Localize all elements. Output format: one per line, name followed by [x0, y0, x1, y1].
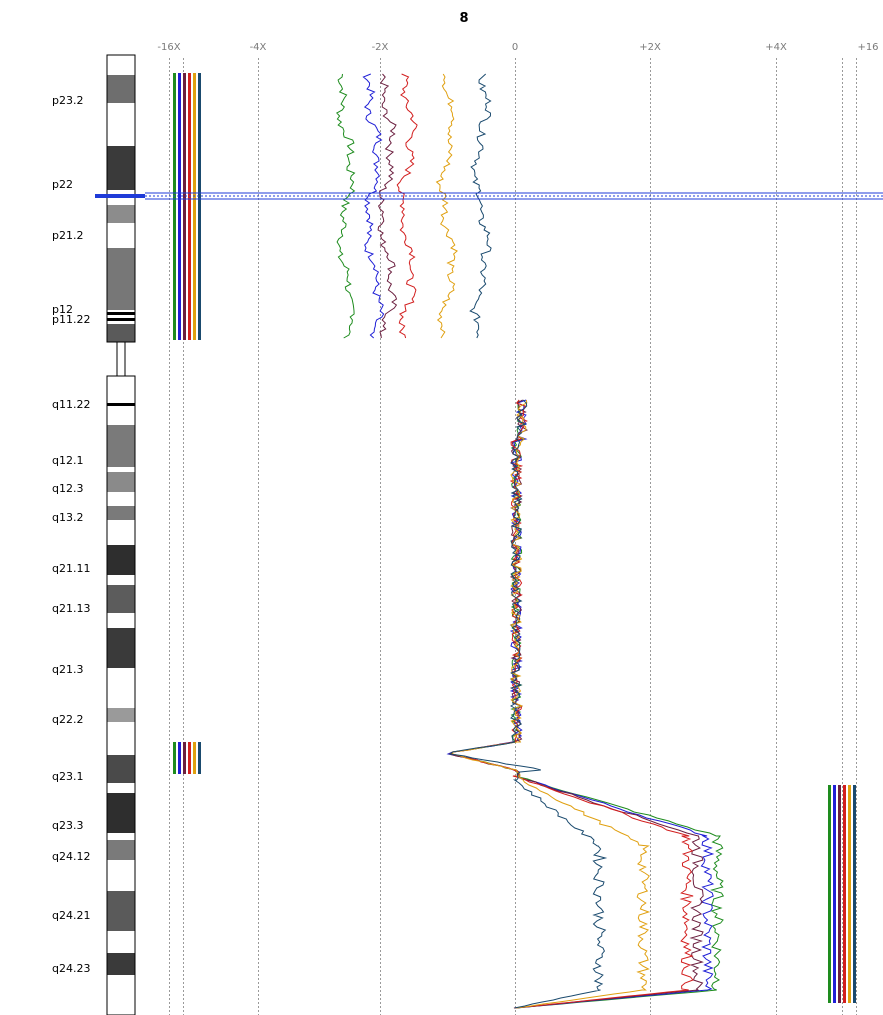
- band: [107, 205, 135, 223]
- p-arm-trace: [469, 73, 492, 339]
- band-label: p23.2: [52, 94, 83, 107]
- q-arm-trace: [451, 399, 725, 1009]
- chart-title: 8: [459, 11, 468, 26]
- band: [107, 628, 135, 668]
- band-label: q22.2: [52, 713, 83, 726]
- band: [107, 248, 135, 310]
- ideogram[interactable]: [106, 54, 136, 1015]
- band-label: p11.22: [52, 313, 90, 326]
- sample-traces: [335, 73, 725, 1009]
- p-arm-trace: [335, 73, 356, 339]
- q-arm-trace: [450, 399, 694, 1009]
- band: [107, 75, 135, 103]
- selection-cursor[interactable]: [95, 192, 883, 200]
- band: [107, 324, 135, 342]
- band: [107, 891, 135, 931]
- band-label: q23.3: [52, 819, 83, 832]
- q-arm-trace: [446, 399, 715, 1009]
- x-tick-label: +16: [857, 42, 878, 53]
- selection-marker: [95, 194, 145, 198]
- q-arm-trace: [448, 399, 704, 1009]
- band: [107, 545, 135, 575]
- band: [107, 318, 135, 321]
- gain-segment-bar: [833, 785, 836, 1003]
- loss-segment-bar: [188, 73, 191, 340]
- band-label: q12.3: [52, 482, 83, 495]
- p-arm-trace: [396, 73, 418, 339]
- x-tick-label: -2X: [372, 42, 389, 53]
- band: [107, 708, 135, 722]
- ideogram-outline: [106, 375, 136, 1015]
- loss-segment-bar: [193, 73, 196, 340]
- band-label: q21.13: [52, 602, 90, 615]
- band: [107, 840, 135, 860]
- band-labels: p23.2 p22 p21.2 p12 p11.22 q11.22 q12.1 …: [52, 94, 90, 975]
- band: [107, 312, 135, 315]
- gain-segment-bar: [848, 785, 851, 1003]
- x-tick-label: +2X: [639, 42, 661, 53]
- band: [107, 953, 135, 975]
- x-tick-label: -4X: [250, 42, 267, 53]
- band-label: q24.23: [52, 962, 90, 975]
- band-label: q11.22: [52, 398, 90, 411]
- p-arm-trace: [362, 73, 385, 339]
- band-label: q21.3: [52, 663, 83, 676]
- band: [107, 506, 135, 520]
- loss-segment-bar: [198, 73, 201, 340]
- p-arm-trace: [377, 73, 398, 339]
- loss-segment-bar: [188, 742, 191, 774]
- band-label: q24.12: [52, 850, 90, 863]
- p-arm-trace: [435, 73, 459, 339]
- loss-segment-bar: [183, 742, 186, 774]
- band-label: q21.11: [52, 562, 90, 575]
- band-label: p22: [52, 178, 73, 191]
- band: [107, 146, 135, 190]
- gain-segment-bar: [828, 785, 831, 1003]
- aberration-segments: [173, 73, 856, 1003]
- band-label: p21.2: [52, 229, 83, 242]
- loss-segment-bar: [178, 73, 181, 340]
- loss-segment-bar: [178, 742, 181, 774]
- x-tick-label: +4X: [765, 42, 787, 53]
- loss-segment-bar: [198, 742, 201, 774]
- band-label: q23.1: [52, 770, 83, 783]
- centromere: [116, 341, 126, 377]
- band: [107, 585, 135, 613]
- loss-segment-bar: [193, 742, 196, 774]
- band: [107, 755, 135, 783]
- loss-segment-bar: [173, 742, 176, 774]
- band: [107, 472, 135, 492]
- q-arm-trace: [452, 399, 651, 1009]
- band: [107, 425, 135, 467]
- band-label: q13.2: [52, 511, 83, 524]
- gain-segment-bar: [843, 785, 846, 1003]
- gain-segment-bar: [838, 785, 841, 1003]
- q-arm-trace: [448, 399, 608, 1009]
- band: [107, 793, 135, 833]
- band-label: p12: [52, 303, 73, 316]
- gain-segment-bar: [853, 785, 856, 1003]
- band: [107, 403, 135, 406]
- band-label: q24.21: [52, 909, 90, 922]
- x-tick-label: -16X: [157, 42, 180, 53]
- x-axis-ticks: -16X -4X -2X 0 +2X +4X +16: [157, 42, 878, 53]
- loss-segment-bar: [173, 73, 176, 340]
- band-label: q12.1: [52, 454, 83, 467]
- loss-segment-bar: [183, 73, 186, 340]
- x-tick-label: 0: [512, 42, 518, 53]
- grid-lines: [169, 58, 857, 1015]
